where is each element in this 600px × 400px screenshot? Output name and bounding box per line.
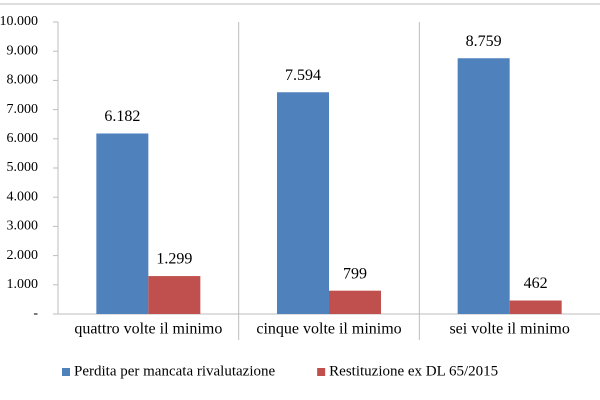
bar <box>509 300 562 314</box>
x-tick-label: quattro volte il minimo <box>74 321 222 338</box>
bar <box>329 290 381 314</box>
y-tick-label: 4.000 <box>7 189 39 204</box>
x-tick-label: cinque volte il minimo <box>256 321 401 338</box>
y-tick-label: 5.000 <box>7 160 39 175</box>
legend-swatch <box>317 368 326 376</box>
y-tick-label: 9.000 <box>7 43 39 58</box>
y-tick-label: 7.000 <box>7 102 39 117</box>
y-tick-label: 6.000 <box>7 131 39 146</box>
legend-swatch <box>62 368 70 376</box>
y-tick-label: 10.000 <box>0 14 38 29</box>
legend-label: Perdita per mancata rivalutazione <box>74 363 275 379</box>
data-label: 799 <box>343 265 367 282</box>
data-label: 8.759 <box>466 33 502 50</box>
x-tick-label: sei volte il minimo <box>449 321 569 338</box>
bar <box>277 92 329 314</box>
y-tick-label: - <box>33 306 38 321</box>
y-tick-label: 8.000 <box>7 73 39 88</box>
legend-label: Restituzione ex DL 65/2015 <box>329 363 498 379</box>
bar <box>148 276 201 314</box>
y-tick-label: 1.000 <box>7 277 39 292</box>
data-label: 1.299 <box>156 251 192 268</box>
data-label: 6.182 <box>104 108 140 125</box>
y-tick-label: 2.000 <box>7 248 39 263</box>
y-tick-label: 3.000 <box>7 219 39 234</box>
bar <box>96 133 149 314</box>
data-label: 7.594 <box>285 67 321 84</box>
data-label: 462 <box>524 275 548 292</box>
bar <box>457 58 510 315</box>
